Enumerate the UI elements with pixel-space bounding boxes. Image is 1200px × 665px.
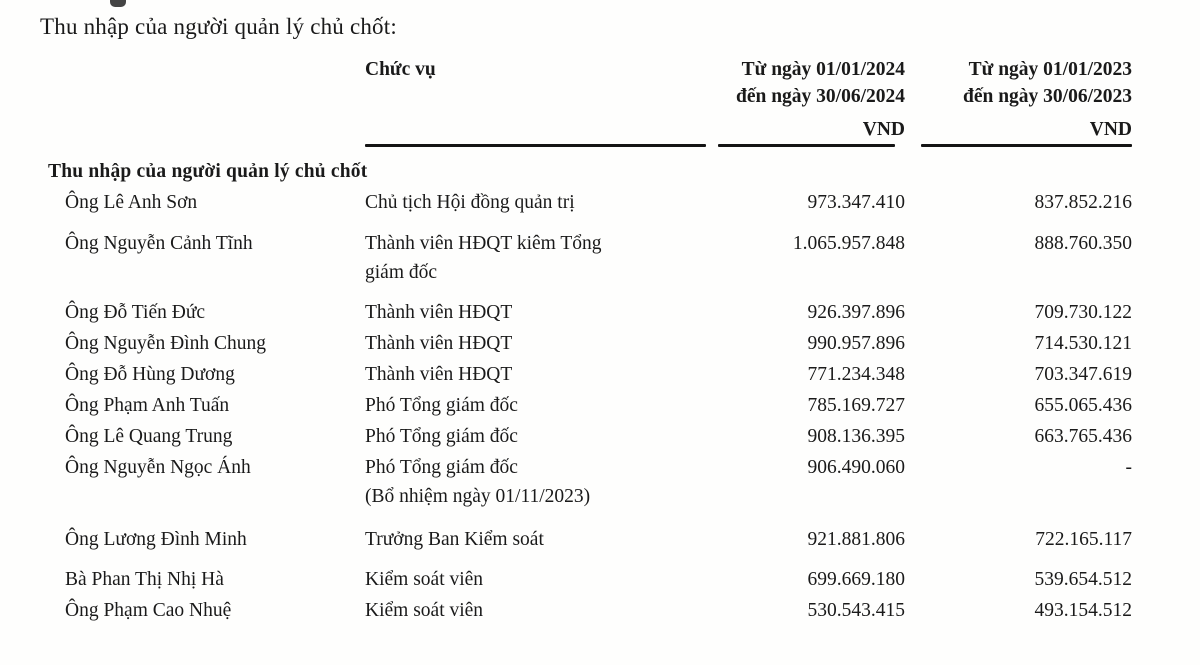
row-value-2023-cell: 714.530.121 — [1034, 333, 1133, 354]
table-row: Ông Phạm Cao Nhuệ Kiểm soát viên 530.543… — [40, 596, 1132, 625]
row-value-2023-cell: 539.654.512 — [1034, 569, 1133, 590]
row-name-cell: Ông Nguyễn Ngọc Ánh — [65, 457, 251, 478]
header-rule-segment-1 — [365, 144, 706, 147]
row-value-2024-cell: 973.347.410 — [807, 192, 906, 213]
table-row: Ông Lương Đình Minh Trưởng Ban Kiểm soát… — [40, 525, 1132, 554]
row-position-cell: Kiểm soát viên — [365, 569, 484, 590]
row-position-cell: Kiểm soát viên — [365, 600, 484, 621]
page-title: Thu nhập của người quản lý chủ chốt: — [40, 14, 397, 39]
row-value-2023-cell: 493.154.512 — [1034, 600, 1133, 621]
table-row: Bà Phan Thị Nhị Hà Kiểm soát viên 699.66… — [40, 565, 1132, 594]
row-name-cell: Ông Đỗ Tiến Đức — [65, 302, 206, 323]
table-row: Ông Nguyễn Đình Chung Thành viên HĐQT 99… — [40, 329, 1132, 358]
row-name-cell: Ông Phạm Anh Tuấn — [65, 395, 230, 416]
row-value-2023-cell: 663.765.436 — [1034, 426, 1133, 447]
table-header-row: Chức vụ Từ ngày 01/01/2024 đến ngày 30/0… — [40, 56, 1132, 110]
table-row: Ông Đỗ Tiến Đức Thành viên HĐQT 926.397.… — [40, 298, 1132, 327]
row-position-cell: Thành viên HĐQT kiêm Tổng giám đốc — [365, 233, 602, 283]
row-position-cell: Trưởng Ban Kiểm soát — [365, 529, 544, 550]
header-rule-segment-2 — [717, 144, 896, 147]
row-name-cell: Bà Phan Thị Nhị Hà — [65, 569, 224, 590]
row-value-2023-cell: 837.852.216 — [1034, 192, 1133, 213]
table-row: Ông Nguyễn Cảnh Tĩnh Thành viên HĐQT kiê… — [40, 229, 1132, 287]
row-value-2024-cell: 906.490.060 — [807, 457, 906, 478]
header-rule-segment-3 — [921, 144, 1132, 147]
income-table: Chức vụ Từ ngày 01/01/2024 đến ngày 30/0… — [40, 52, 1132, 625]
table-unit-row: VND VND — [40, 118, 1132, 142]
header-period-2024: Từ ngày 01/01/2024 đến ngày 30/06/2024 — [735, 59, 905, 107]
row-value-2023-cell: 722.165.117 — [1035, 529, 1132, 550]
row-position-cell: Phó Tổng giám đốc — [365, 395, 518, 416]
row-value-2024-cell: 1.065.957.848 — [792, 233, 905, 254]
row-name-cell: Ông Lê Quang Trung — [65, 426, 233, 447]
row-position-cell: Phó Tổng giám đốc (Bổ nhiệm ngày 01/11/2… — [365, 457, 591, 507]
row-value-2023-cell: 709.730.122 — [1034, 302, 1133, 323]
row-value-2023-cell: 703.347.619 — [1034, 364, 1133, 385]
table-row: Ông Đỗ Hùng Dương Thành viên HĐQT 771.23… — [40, 360, 1132, 389]
header-rule — [365, 144, 1132, 147]
row-value-2024-cell: 990.957.896 — [807, 333, 906, 354]
table-row: Ông Nguyễn Ngọc Ánh Phó Tổng giám đốc (B… — [40, 453, 1132, 511]
header-position: Chức vụ — [365, 59, 436, 80]
row-value-2024-cell: 771.234.348 — [807, 364, 906, 385]
row-value-2024-cell: 921.881.806 — [807, 529, 906, 550]
row-value-2024-cell: 785.169.727 — [807, 395, 906, 416]
row-name-cell: Ông Lê Anh Sơn — [65, 192, 198, 213]
section-header: Thu nhập của người quản lý chủ chốt — [48, 161, 368, 182]
table-row: Ông Lê Anh Sơn Chủ tịch Hội đồng quản tr… — [40, 188, 1132, 217]
scan-artifact — [110, 0, 126, 7]
row-position-cell: Thành viên HĐQT — [365, 333, 513, 354]
table-row: Ông Lê Quang Trung Phó Tổng giám đốc 908… — [40, 422, 1132, 451]
row-value-2024-cell: 699.669.180 — [807, 569, 906, 590]
row-value-2024-cell: 530.543.415 — [807, 600, 906, 621]
row-position-cell: Thành viên HĐQT — [365, 364, 513, 385]
row-name-cell: Ông Lương Đình Minh — [65, 529, 247, 550]
row-value-2023-cell: 655.065.436 — [1034, 395, 1133, 416]
row-position-cell: Thành viên HĐQT — [365, 302, 513, 323]
table-body: Ông Lê Anh Sơn Chủ tịch Hội đồng quản tr… — [40, 188, 1132, 625]
unit-label-2024: VND — [862, 119, 905, 140]
row-name-cell: Ông Nguyễn Cảnh Tĩnh — [65, 233, 253, 254]
row-value-2024-cell: 908.136.395 — [807, 426, 906, 447]
row-position-cell: Phó Tổng giám đốc — [365, 426, 518, 447]
row-name-cell: Ông Nguyễn Đình Chung — [65, 333, 266, 354]
row-value-2023-cell: - — [1125, 457, 1133, 478]
row-position-cell: Chủ tịch Hội đồng quản trị — [365, 192, 575, 213]
header-period-2023: Từ ngày 01/01/2023 đến ngày 30/06/2023 — [962, 59, 1132, 107]
row-value-2024-cell: 926.397.896 — [807, 302, 906, 323]
unit-label-2023: VND — [1089, 119, 1132, 140]
row-value-2023-cell: 888.760.350 — [1034, 233, 1133, 254]
row-name-cell: Ông Phạm Cao Nhuệ — [65, 600, 232, 621]
row-name-cell: Ông Đỗ Hùng Dương — [65, 364, 235, 385]
table-row: Ông Phạm Anh Tuấn Phó Tổng giám đốc 785.… — [40, 391, 1132, 420]
